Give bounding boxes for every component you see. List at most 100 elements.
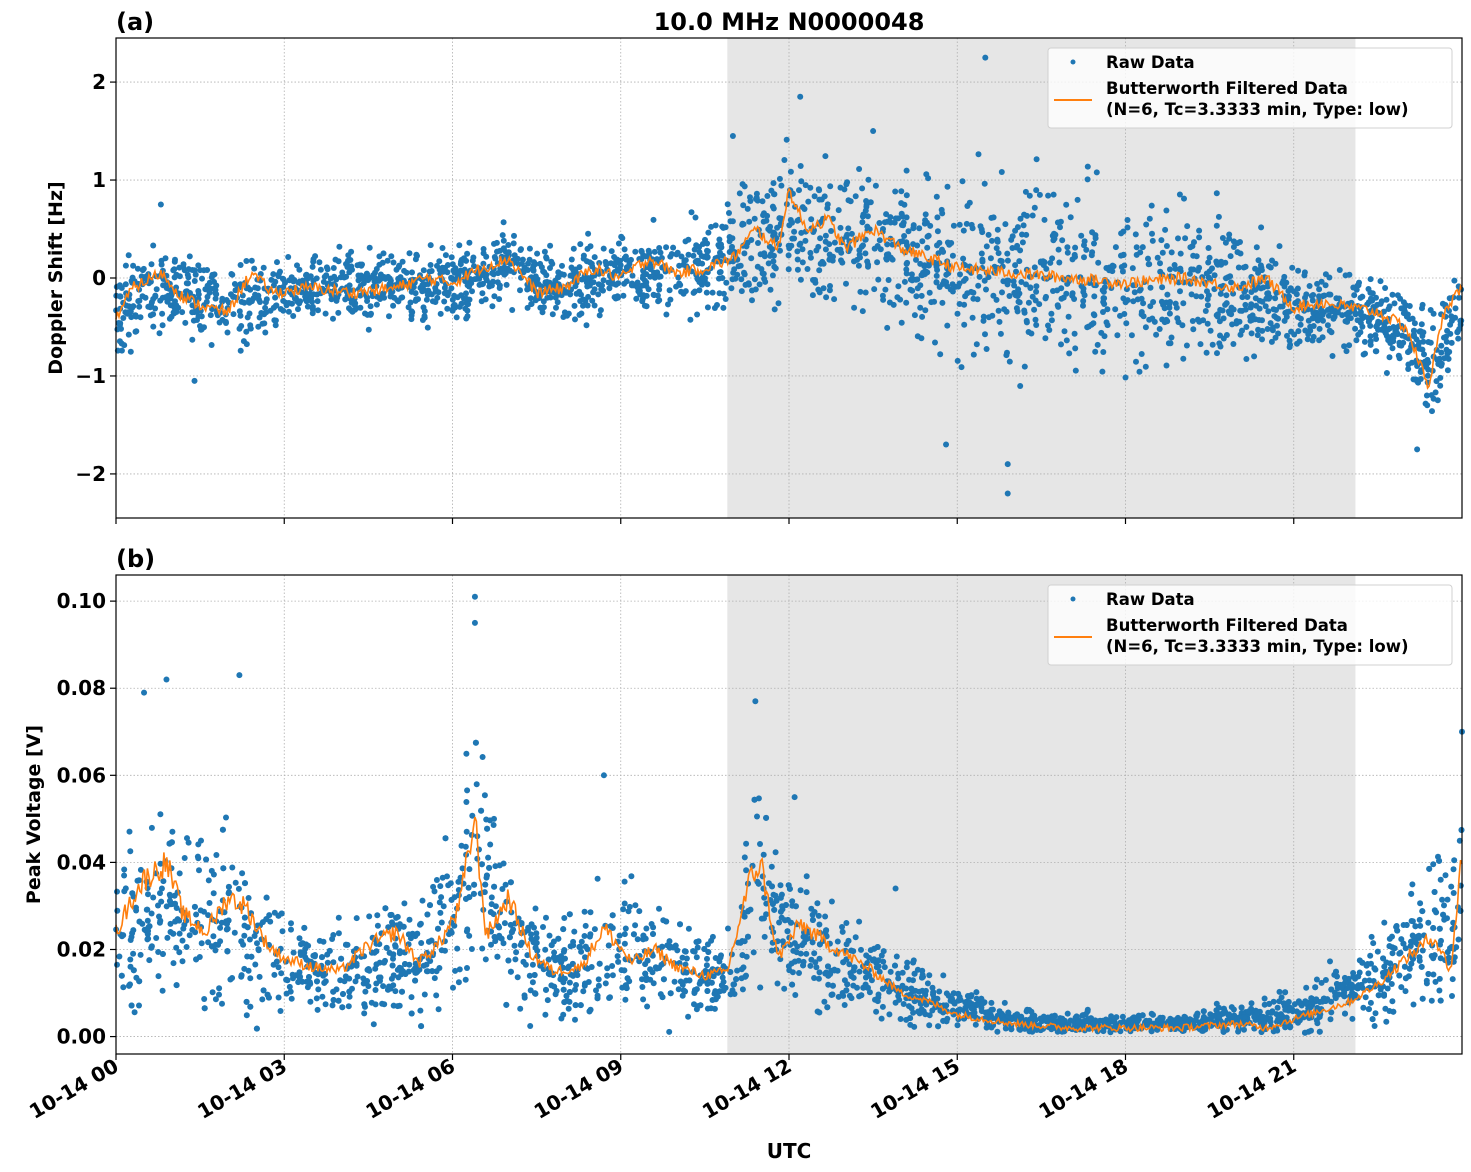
raw-data-point [1325, 312, 1332, 319]
raw-data-point [656, 286, 663, 293]
raw-data-point [1048, 310, 1055, 317]
raw-data-point [816, 196, 823, 203]
raw-data-point [1200, 317, 1207, 324]
raw-data-point [330, 932, 337, 938]
raw-data-point [124, 310, 131, 317]
raw-data-point [429, 968, 436, 975]
raw-data-point [172, 256, 178, 263]
raw-data-point [956, 280, 963, 287]
raw-data-point [845, 937, 852, 944]
raw-data-point [1090, 1020, 1097, 1027]
raw-data-point [1142, 363, 1149, 370]
raw-data-point [1146, 215, 1153, 222]
raw-data-point [940, 248, 947, 255]
raw-data-point [1017, 215, 1024, 222]
raw-data-point [956, 221, 963, 228]
raw-data-point [471, 263, 477, 270]
raw-data-point [247, 322, 254, 329]
raw-data-point [883, 211, 890, 218]
raw-data-point [892, 962, 898, 969]
raw-data-point [381, 1001, 388, 1008]
raw-data-point [1241, 1014, 1248, 1021]
raw-data-point [785, 266, 792, 273]
raw-data-point [606, 285, 613, 292]
raw-data-point [1180, 355, 1187, 362]
raw-data-point [524, 952, 531, 959]
raw-data-point [148, 261, 155, 268]
raw-data-point [1130, 298, 1137, 305]
raw-data-point [557, 976, 564, 983]
raw-data-point [248, 953, 255, 960]
raw-data-point [640, 932, 647, 939]
raw-data-point [605, 942, 612, 949]
raw-data-point [1363, 962, 1370, 969]
raw-data-point [184, 835, 190, 842]
raw-data-point [1046, 327, 1053, 333]
raw-data-point [667, 296, 674, 303]
raw-data-outlier [729, 132, 736, 139]
raw-data-point [139, 293, 146, 300]
raw-data-point [1069, 290, 1076, 297]
raw-data-point [900, 213, 906, 220]
raw-data-point [1445, 954, 1452, 961]
raw-data-point [1417, 922, 1424, 929]
raw-data-point [1341, 343, 1348, 350]
raw-data-point [1264, 326, 1271, 332]
legend-raw-label: Raw Data [1106, 53, 1195, 72]
raw-data-point [793, 949, 800, 956]
raw-data-point [1205, 259, 1212, 266]
raw-data-point [678, 288, 685, 295]
raw-data-point [658, 255, 665, 261]
raw-data-point [191, 903, 198, 910]
raw-data-point [495, 923, 502, 930]
raw-data-point [1274, 1027, 1281, 1034]
raw-data-point [251, 265, 258, 272]
raw-data-point [136, 978, 143, 985]
raw-data-point [407, 299, 414, 306]
raw-data-point [376, 276, 383, 283]
raw-data-point [1188, 291, 1195, 298]
raw-data-point [1398, 305, 1405, 312]
raw-data-point [687, 316, 694, 323]
raw-data-point [483, 253, 490, 260]
raw-data-point [1064, 1010, 1071, 1017]
raw-data-point [1114, 332, 1121, 339]
raw-data-point [632, 902, 639, 909]
raw-data-point [875, 991, 882, 998]
raw-data-point [881, 964, 888, 971]
raw-data-point [760, 270, 767, 277]
raw-data-point [576, 311, 583, 318]
raw-data-point [1450, 890, 1457, 896]
raw-data-point [1287, 341, 1294, 348]
raw-data-point [1389, 345, 1396, 352]
grid-b [116, 575, 1462, 1054]
raw-data-point [1386, 354, 1393, 361]
raw-data-point [573, 290, 580, 297]
raw-data-point [1328, 329, 1335, 336]
raw-data-point [1058, 341, 1064, 348]
raw-data-point [1095, 259, 1102, 266]
raw-data-point [885, 277, 892, 283]
raw-data-point [145, 891, 151, 898]
raw-data-point [676, 280, 683, 287]
raw-data-point [120, 315, 127, 321]
raw-data-point [581, 933, 588, 939]
raw-data-point [496, 247, 503, 254]
raw-data-point [938, 206, 945, 213]
raw-data-point [1424, 402, 1431, 409]
raw-data-point [726, 238, 733, 245]
raw-data-point [117, 320, 124, 327]
raw-data-point [1456, 837, 1463, 844]
raw-data-point [1084, 176, 1091, 183]
raw-data-point [561, 999, 568, 1006]
raw-data-point [704, 254, 710, 261]
raw-data-point [1402, 988, 1409, 995]
raw-data-point [1248, 1000, 1255, 1007]
raw-data-point [147, 312, 154, 319]
raw-data-point [904, 259, 911, 266]
raw-data-point [973, 989, 980, 996]
raw-data-point [1227, 273, 1234, 280]
raw-data-point [527, 1023, 534, 1029]
raw-data-point [591, 302, 598, 309]
raw-data-point [1372, 966, 1379, 973]
